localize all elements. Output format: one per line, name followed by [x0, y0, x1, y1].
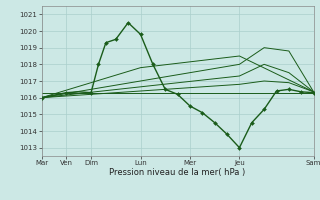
- X-axis label: Pression niveau de la mer( hPa ): Pression niveau de la mer( hPa ): [109, 168, 246, 177]
